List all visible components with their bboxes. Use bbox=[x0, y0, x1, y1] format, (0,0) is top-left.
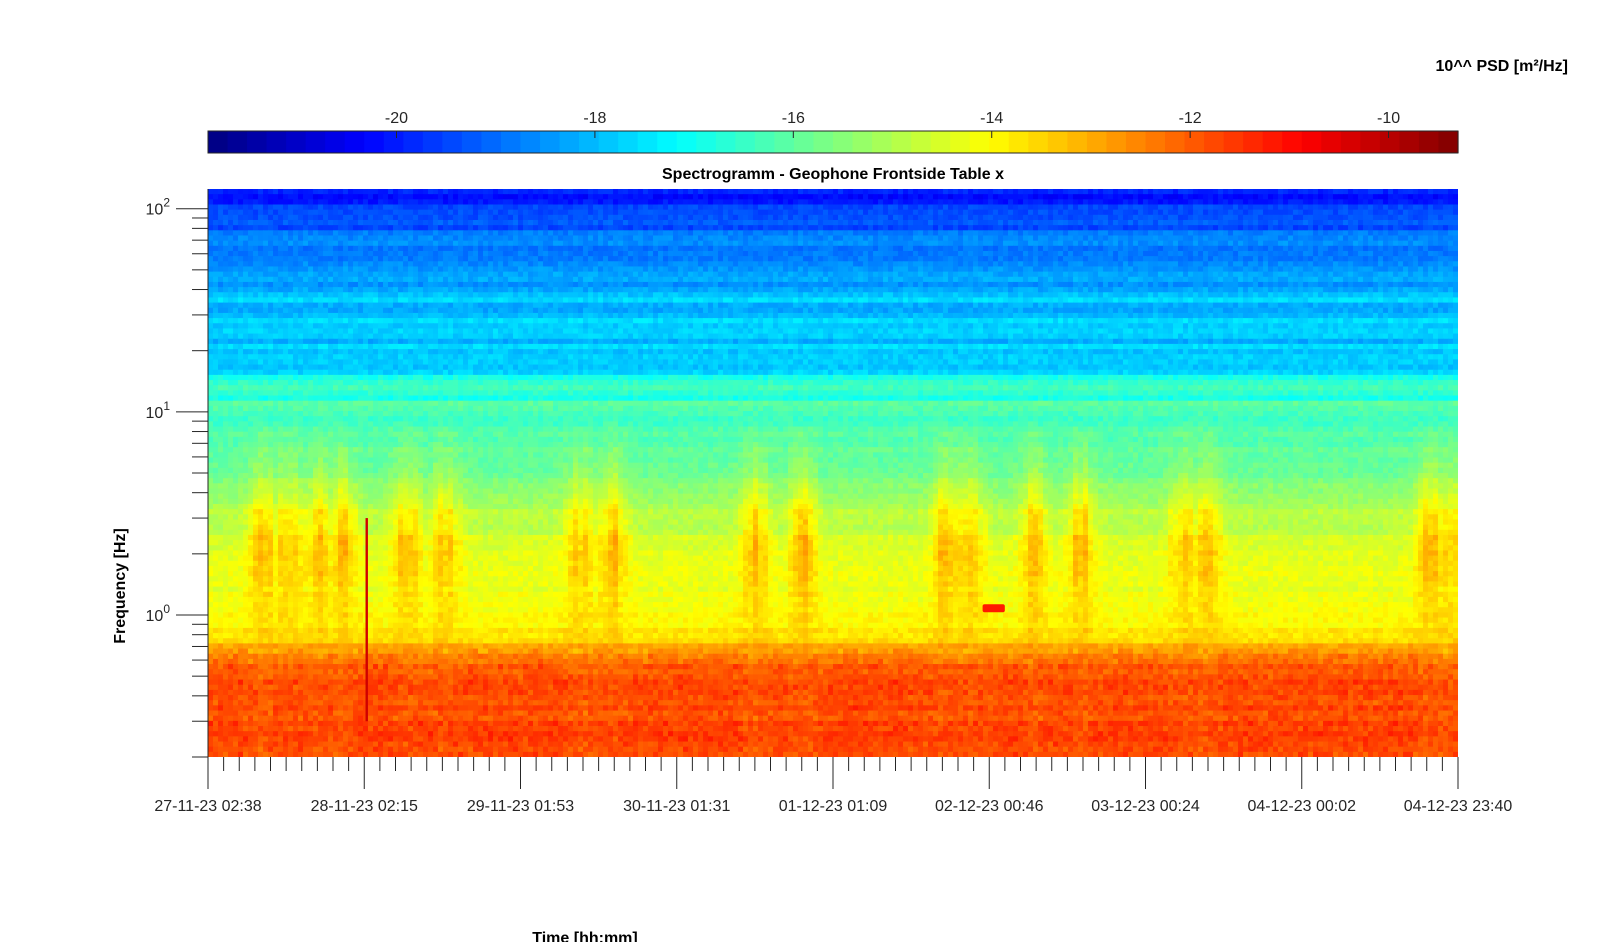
colorbar-segment bbox=[1185, 131, 1205, 153]
colorbar-segment bbox=[208, 131, 228, 153]
colorbar-tick-label: -20 bbox=[385, 110, 408, 127]
colorbar-segment bbox=[677, 131, 697, 153]
spectral-feature bbox=[983, 604, 1005, 612]
colorbar-segment bbox=[1243, 131, 1263, 153]
colorbar-segment bbox=[560, 131, 580, 153]
colorbar-tick-label: -14 bbox=[980, 110, 1003, 127]
colorbar-segment bbox=[989, 131, 1009, 153]
y-axis-label: Frequency [Hz] bbox=[112, 528, 129, 644]
colorbar-segment bbox=[618, 131, 638, 153]
colorbar-segment bbox=[1048, 131, 1068, 153]
colorbar-segment bbox=[286, 131, 306, 153]
colorbar-segment bbox=[599, 131, 619, 153]
colorbar-segment bbox=[1438, 131, 1458, 153]
colorbar-tick-label: -12 bbox=[1179, 110, 1202, 127]
colorbar-segment bbox=[911, 131, 931, 153]
colorbar-segment bbox=[1009, 131, 1029, 153]
y-tick-label: 100 bbox=[146, 602, 171, 625]
y-axis: 100 101 102 bbox=[146, 189, 208, 757]
colorbar-segment bbox=[579, 131, 599, 153]
colorbar-segment bbox=[813, 131, 833, 153]
colorbar-segment bbox=[462, 131, 482, 153]
x-axis: 27-11-23 02:38 28-11-23 02:15 29-11-23 01:… bbox=[154, 757, 1512, 815]
colorbar-segment bbox=[794, 131, 814, 153]
colorbar-tick-label: -18 bbox=[583, 110, 606, 127]
x-tick-label: 04-12-23 00:02 bbox=[1247, 798, 1356, 815]
colorbar-segment bbox=[267, 131, 287, 153]
colorbar-segment bbox=[872, 131, 892, 153]
colorbar-segment bbox=[521, 131, 541, 153]
colorbar-segment bbox=[657, 131, 677, 153]
x-axis-label: Time [hh:mm] bbox=[532, 930, 637, 942]
colorbar-segment bbox=[306, 131, 326, 153]
colorbar-segment bbox=[931, 131, 951, 153]
colorbar-segment bbox=[1224, 131, 1244, 153]
colorbar-segment bbox=[696, 131, 716, 153]
colorbar-segment bbox=[1087, 131, 1107, 153]
spectral-feature bbox=[366, 518, 368, 721]
y-tick-label: 101 bbox=[146, 399, 171, 422]
colorbar-segment bbox=[1165, 131, 1185, 153]
colorbar-segment bbox=[501, 131, 521, 153]
x-tick-label: 01-12-23 01:09 bbox=[779, 798, 888, 815]
colorbar-segment bbox=[892, 131, 912, 153]
colorbar-tick-label: -10 bbox=[1377, 110, 1400, 127]
colorbar-segment bbox=[1028, 131, 1048, 153]
colorbar-segment bbox=[774, 131, 794, 153]
colorbar-segment bbox=[1204, 131, 1224, 153]
colorbar-segment bbox=[384, 131, 404, 153]
colorbar-segment bbox=[1399, 131, 1419, 153]
colorbar-segment bbox=[442, 131, 462, 153]
colorbar-segment bbox=[1282, 131, 1302, 153]
colorbar-segment bbox=[1321, 131, 1341, 153]
colorbar-segment bbox=[950, 131, 970, 153]
x-tick-label: 04-12-23 23:40 bbox=[1404, 798, 1513, 815]
colorbar-segment bbox=[1360, 131, 1380, 153]
colorbar-segment bbox=[1263, 131, 1283, 153]
colorbar-segment bbox=[228, 131, 248, 153]
colorbar-label: 10^^ PSD [m²/Hz] bbox=[1436, 58, 1568, 75]
x-tick-label: 28-11-23 02:15 bbox=[311, 798, 418, 815]
colorbar-segment bbox=[1146, 131, 1166, 153]
colorbar-segment bbox=[1419, 131, 1439, 153]
colorbar-segment bbox=[423, 131, 443, 153]
colorbar-segment bbox=[481, 131, 501, 153]
colorbar-segment bbox=[403, 131, 423, 153]
colorbar-segment bbox=[1341, 131, 1361, 153]
colorbar-segment bbox=[325, 131, 345, 153]
x-tick-label: 02-12-23 00:46 bbox=[935, 798, 1044, 815]
colorbar-segment bbox=[716, 131, 736, 153]
x-tick-label: 29-11-23 01:53 bbox=[467, 798, 574, 815]
colorbar-segment bbox=[853, 131, 873, 153]
x-tick-label: 30-11-23 01:31 bbox=[623, 798, 730, 815]
spectrogram-heatmap bbox=[208, 189, 1459, 758]
x-tick-label: 03-12-23 00:24 bbox=[1091, 798, 1200, 815]
colorbar-segment bbox=[345, 131, 365, 153]
y-tick-label: 102 bbox=[146, 196, 171, 219]
colorbar-segment bbox=[1126, 131, 1146, 153]
colorbar-segment bbox=[1067, 131, 1087, 153]
colorbar-segment bbox=[247, 131, 267, 153]
colorbar-segment bbox=[735, 131, 755, 153]
colorbar-segment bbox=[540, 131, 560, 153]
colorbar-segment bbox=[970, 131, 990, 153]
colorbar-segment bbox=[638, 131, 658, 153]
colorbar-segment bbox=[1380, 131, 1400, 153]
colorbar-tick-label: -16 bbox=[782, 110, 805, 127]
x-tick-label: 27-11-23 02:38 bbox=[154, 798, 261, 815]
colorbar-segment bbox=[1302, 131, 1322, 153]
colorbar-segment bbox=[1106, 131, 1126, 153]
colorbar-segment bbox=[755, 131, 775, 153]
colorbar bbox=[208, 131, 1459, 153]
colorbar-segment bbox=[833, 131, 853, 153]
colorbar-segment bbox=[364, 131, 384, 153]
chart-title: Spectrogramm - Geophone Frontside Table … bbox=[662, 166, 1004, 183]
